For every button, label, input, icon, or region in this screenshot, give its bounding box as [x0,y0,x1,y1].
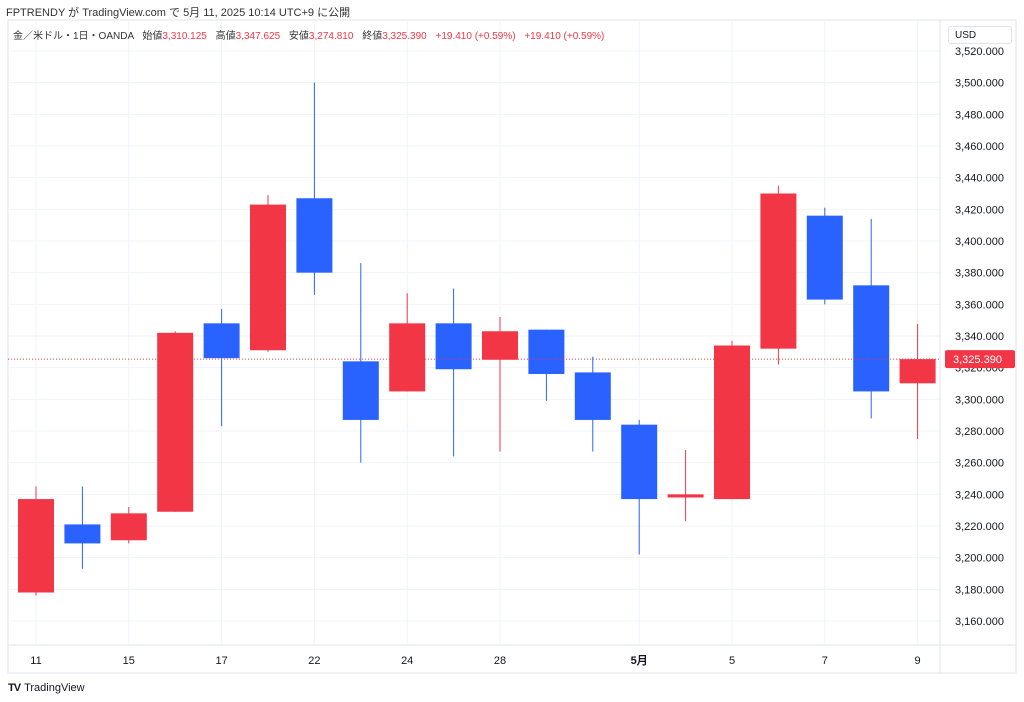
chart-frame [7,19,1017,674]
low-label: 安値 [288,31,309,42]
y-tick-label: 3,480.000 [955,109,1004,121]
y-tick-label: 3,380.000 [955,268,1004,280]
tradingview-logo-icon: TV [8,682,21,694]
candle-body [389,323,426,392]
currency-button[interactable]: USD [948,26,1012,44]
candle-body [18,499,54,593]
candle-body [806,215,843,300]
x-tick-label: 17 [215,655,227,667]
footer: TV TradingView [8,682,85,694]
y-tick-label: 3,340.000 [955,331,1004,343]
x-tick-label: 5月 [631,654,648,667]
x-tick-label: 9 [915,655,921,667]
candle-body [157,332,194,512]
last-price-badge [945,350,1015,369]
y-tick-label: 3,460.000 [955,141,1004,153]
x-tick-label: 15 [123,655,135,667]
last-price-label: 3,325.390 [953,354,1002,366]
x-tick-label: 7 [822,655,828,667]
x-tick-label: 22 [308,655,320,667]
y-tick-label: 3,280.000 [955,426,1004,438]
y-tick-label: 3,180.000 [955,584,1004,596]
x-tick-label: 5 [729,655,735,667]
y-tick-label: 3,220.000 [955,521,1004,533]
x-tick-label: 24 [401,655,413,667]
candle-body [574,372,611,420]
y-tick-label: 3,420.000 [955,204,1004,216]
candle-body [714,345,750,500]
open-value: 3,310.125 [162,31,207,42]
published-info: FPTRENDY が TradingView.com で 5月 11, 2025… [6,7,351,19]
symbol-label: 金／米ドル・1日・OANDA [13,31,134,42]
open-label: 始値 [142,31,163,42]
y-tick-label: 3,260.000 [955,458,1004,470]
y-tick-label: 3,440.000 [955,173,1004,185]
candle-body [203,323,240,359]
candle-body [853,285,890,392]
candle-body [250,204,286,351]
y-tick-label: 3,240.000 [955,489,1004,501]
x-tick-label: 28 [494,655,506,667]
candle-body [64,524,101,544]
candle-body [110,513,147,541]
y-tick-label: 3,400.000 [955,236,1004,248]
change-value: +19.410 (+0.59%) [435,31,516,42]
high-label: 高値 [215,31,236,42]
ohlc-legend: 金／米ドル・1日・OANDA 始値3,310.125 高値3,347.625 安… [13,27,604,42]
y-tick-label: 3,200.000 [955,553,1004,565]
y-tick-label: 3,360.000 [955,299,1004,311]
candle-body [435,323,472,370]
candle-body [621,424,658,500]
candle-body [482,331,518,360]
y-tick-label: 3,520.000 [955,46,1004,58]
close-label: 終値 [362,31,383,42]
low-value: 3,274.810 [308,31,354,42]
change-value-2: +19.410 (+0.59%) [524,31,605,42]
x-tick-label: 11 [30,655,41,667]
y-tick-label: 3,160.000 [955,616,1004,628]
candle-body [760,193,797,349]
candle-body [528,329,565,374]
candle-body [899,359,936,384]
candle-body [667,494,704,498]
brand-label[interactable]: TradingView [24,682,85,694]
y-tick-label: 3,300.000 [955,394,1004,406]
high-value: 3,347.625 [235,31,281,42]
candle-body [296,198,333,273]
candle-body [342,361,379,420]
close-value: 3,325.390 [382,31,427,42]
y-tick-label: 3,500.000 [955,78,1004,90]
